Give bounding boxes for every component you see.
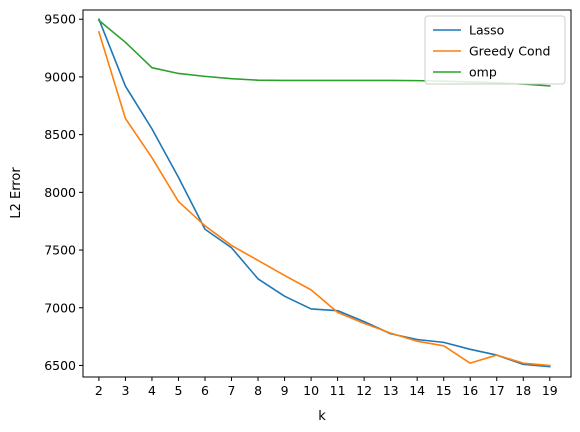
x-tick-label: 10 [303,383,319,398]
x-tick-label: 11 [330,383,346,398]
y-tick-label: 6500 [44,358,76,373]
legend-label: omp [469,65,497,80]
x-tick-label: 13 [383,383,399,398]
x-tick-label: 8 [254,383,262,398]
x-tick-label: 3 [121,383,129,398]
y-tick-label: 9500 [44,12,76,27]
y-axis: 6500 7000 7500 8000 8500 9000 9500 [44,12,83,373]
x-tick-label: 19 [542,383,558,398]
series-line-lasso [97,18,551,368]
x-tick-label: 15 [436,383,452,398]
x-axis-title: k [318,409,326,424]
y-tick-label: 8500 [44,127,76,142]
legend-label: Greedy Cond [469,44,550,59]
x-tick-label: 9 [281,383,289,398]
x-tick-label: 2 [95,383,103,398]
x-tick-label: 18 [515,383,531,398]
y-tick-label: 7000 [44,300,76,315]
plot-frame [82,9,572,378]
y-tick-label: 7500 [44,243,76,258]
x-tick-label: 5 [175,383,183,398]
y-axis-title: L2 Error [9,167,24,219]
x-tick-label: 6 [201,383,209,398]
y-tick-label: 9000 [44,69,76,84]
x-tick-label: 14 [409,383,425,398]
x-axis: 2 3 4 5 6 7 8 9 10 11 12 13 14 15 16 17 18 19 [95,377,558,398]
x-tick-label: 7 [228,383,236,398]
x-tick-label: 4 [148,383,156,398]
legend: Lasso Greedy Cond omp [424,15,566,85]
legend-label: Lasso [469,23,504,38]
x-tick-label: 12 [356,383,372,398]
legend-box [424,15,566,85]
x-tick-label: 17 [489,383,505,398]
series-line-greedy-cond [97,30,551,367]
x-tick-label: 16 [462,383,478,398]
y-tick-label: 8000 [44,185,76,200]
